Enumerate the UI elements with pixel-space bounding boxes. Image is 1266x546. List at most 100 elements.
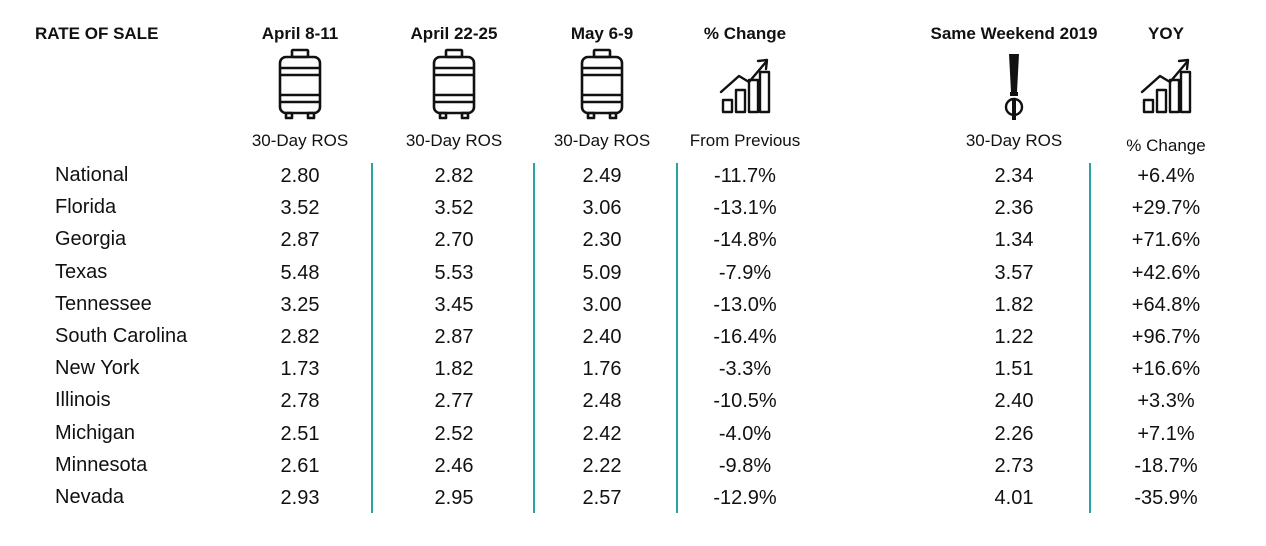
table-cell: 2.40 bbox=[994, 390, 1034, 413]
table-cell: 5.53 bbox=[434, 261, 474, 284]
table-cell: 1.51 bbox=[994, 358, 1034, 381]
table-cell: 2.82 bbox=[280, 326, 320, 348]
table-cell: 2.42 bbox=[582, 422, 622, 445]
table-cell: -13.1% bbox=[713, 197, 777, 220]
column-subheader-yoy: % Change bbox=[1126, 136, 1206, 155]
column-subheader-apr8: 30-Day ROS bbox=[251, 131, 349, 150]
growth-chart-icon bbox=[719, 56, 771, 119]
column-divider bbox=[371, 163, 373, 513]
table-cell: 3.00 bbox=[582, 293, 622, 316]
table-cell: -16.4% bbox=[713, 326, 777, 348]
column-divider bbox=[1089, 163, 1091, 513]
table-cell: 2.30 bbox=[582, 229, 622, 252]
table-cell: 3.57 bbox=[994, 261, 1034, 284]
column-subheader-pct: From Previous bbox=[689, 131, 801, 150]
table-cell: -12.9% bbox=[713, 487, 777, 509]
table-cell: 2.57 bbox=[582, 487, 622, 509]
table-cell: 2.78 bbox=[280, 390, 320, 413]
column-header-may6: May 6-9 bbox=[570, 24, 634, 43]
table-cell: +3.3% bbox=[1137, 390, 1195, 413]
column-header-yoy: YOY bbox=[1148, 24, 1184, 43]
row-label: New York bbox=[55, 357, 140, 380]
table-cell: +7.1% bbox=[1137, 422, 1195, 445]
table-cell: 2.48 bbox=[582, 390, 622, 413]
table-cell: 2.26 bbox=[994, 422, 1034, 445]
table-cell: 1.73 bbox=[280, 358, 320, 381]
table-cell: 1.76 bbox=[582, 358, 622, 381]
table-cell: 5.48 bbox=[280, 261, 320, 284]
row-label: Texas bbox=[55, 260, 108, 283]
table-cell: -35.9% bbox=[1134, 487, 1198, 509]
table-cell: 2.73 bbox=[994, 454, 1034, 477]
table-cell: 2.40 bbox=[582, 326, 622, 348]
row-label: National bbox=[55, 164, 129, 186]
row-label: Florida bbox=[55, 196, 117, 219]
keg-icon bbox=[276, 48, 324, 125]
table-cell: 1.82 bbox=[994, 293, 1034, 316]
table-cell: 2.36 bbox=[994, 197, 1034, 220]
table-cell: +42.6% bbox=[1131, 261, 1201, 284]
row-label: Tennessee bbox=[55, 292, 152, 315]
table-cell: 2.95 bbox=[434, 487, 474, 509]
column-subheader-y2019: 30-Day ROS bbox=[965, 131, 1063, 150]
table-cell: -3.3% bbox=[718, 358, 772, 381]
table-cell: +96.7% bbox=[1131, 326, 1201, 348]
column-subheader-may6: 30-Day ROS bbox=[553, 131, 651, 150]
row-label: South Carolina bbox=[55, 325, 188, 347]
table-cell: 2.22 bbox=[582, 454, 622, 477]
table-cell: 2.49 bbox=[582, 165, 622, 187]
table-cell: 1.22 bbox=[994, 326, 1034, 348]
table-cell: 4.01 bbox=[994, 487, 1034, 509]
column-header-y2019: Same Weekend 2019 bbox=[930, 24, 1098, 43]
table-cell: 3.45 bbox=[434, 293, 474, 316]
column-divider bbox=[533, 163, 535, 513]
table-cell: +29.7% bbox=[1131, 197, 1201, 220]
table-cell: 2.51 bbox=[280, 422, 320, 445]
table-cell: 3.52 bbox=[434, 197, 474, 220]
table-cell: 1.82 bbox=[434, 358, 474, 381]
table-cell: +16.6% bbox=[1131, 358, 1201, 381]
beer-tap-icon bbox=[1004, 52, 1024, 127]
table-cell: 2.93 bbox=[280, 487, 320, 509]
table-cell: 3.25 bbox=[280, 293, 320, 316]
column-header-pct: % Change bbox=[703, 24, 787, 43]
table-cell: 2.46 bbox=[434, 454, 474, 477]
column-header-apr22: April 22-25 bbox=[410, 24, 498, 43]
table-cell: 2.70 bbox=[434, 229, 474, 252]
table-title: RATE OF SALE bbox=[35, 24, 159, 43]
table-cell: 3.06 bbox=[582, 197, 622, 220]
row-label: Georgia bbox=[55, 228, 127, 251]
table-cell: 5.09 bbox=[582, 261, 622, 284]
table-cell: +71.6% bbox=[1131, 229, 1201, 252]
table-cell: -14.8% bbox=[713, 229, 777, 252]
growth-chart-icon bbox=[1140, 56, 1192, 119]
table-cell: 2.87 bbox=[434, 326, 474, 348]
row-label: Michigan bbox=[55, 421, 136, 444]
table-cell: -4.0% bbox=[718, 422, 772, 445]
table-cell: +6.4% bbox=[1137, 165, 1195, 187]
keg-icon bbox=[430, 48, 478, 125]
table-cell: +64.8% bbox=[1131, 293, 1201, 316]
table-cell: 3.52 bbox=[280, 197, 320, 220]
table-cell: -13.0% bbox=[713, 293, 777, 316]
table-cell: 2.82 bbox=[434, 165, 474, 187]
row-label: Minnesota bbox=[55, 453, 148, 476]
table-cell: -18.7% bbox=[1134, 454, 1198, 477]
table-cell: -10.5% bbox=[713, 390, 777, 413]
column-subheader-apr22: 30-Day ROS bbox=[405, 131, 503, 150]
column-divider bbox=[676, 163, 678, 513]
table-cell: -11.7% bbox=[714, 165, 776, 187]
table-cell: 2.80 bbox=[280, 165, 320, 187]
row-label: Nevada bbox=[55, 486, 124, 508]
table-cell: 2.77 bbox=[434, 390, 474, 413]
table-cell: 1.34 bbox=[994, 229, 1034, 252]
table-cell: 2.34 bbox=[994, 165, 1034, 187]
table-cell: 2.61 bbox=[280, 454, 320, 477]
row-label: Illinois bbox=[55, 389, 111, 412]
keg-icon bbox=[578, 48, 626, 125]
table-cell: -7.9% bbox=[718, 261, 772, 284]
column-header-apr8: April 8-11 bbox=[261, 24, 339, 43]
table-cell: -9.8% bbox=[718, 454, 772, 477]
table-cell: 2.87 bbox=[280, 229, 320, 252]
table-cell: 2.52 bbox=[434, 422, 474, 445]
